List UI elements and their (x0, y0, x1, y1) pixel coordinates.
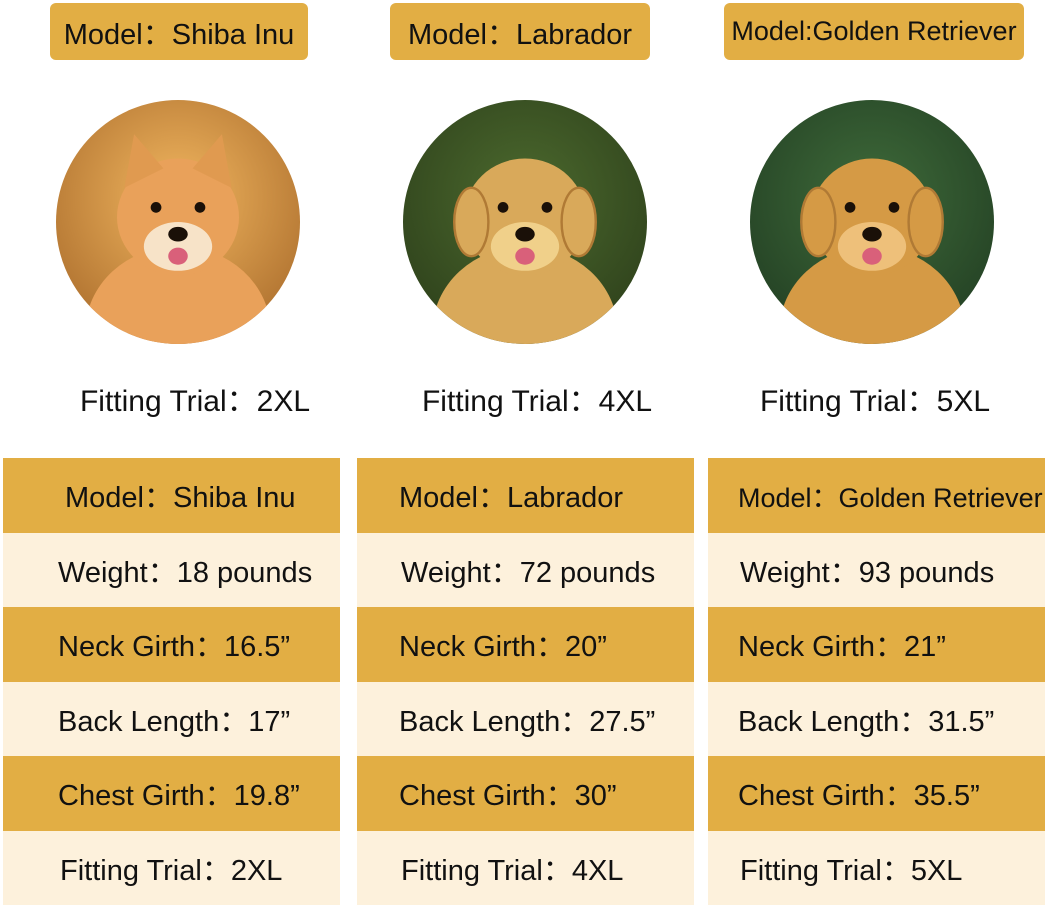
table-row: Chest Girth：19.8” (3, 756, 340, 831)
row-text: Model：Labrador (399, 482, 624, 515)
model-tag-text: Model：Labrador (407, 18, 633, 51)
row-text: Weight：93 pounds (740, 556, 995, 589)
dog-photo (403, 100, 647, 344)
row-text: Back Length：17” (58, 705, 291, 738)
table-row: Weight：72 pounds (357, 532, 694, 607)
table-row: Weight：18 pounds (3, 532, 340, 607)
table-row: Weight：93 pounds (708, 532, 1045, 607)
row-text: Chest Girth：30” (399, 780, 617, 813)
row-text: Weight：72 pounds (401, 556, 656, 589)
row-text: Neck Girth：21” (738, 631, 946, 664)
row-text: Weight：18 pounds (58, 556, 313, 589)
fitting-trial-label: Fitting Trial：2XL (79, 385, 311, 418)
table-row: Fitting Trial：2XL (3, 830, 340, 905)
table-row: Back Length：27.5” (357, 681, 694, 756)
table-row: Model：Shiba Inu (3, 458, 340, 533)
table-row: Chest Girth：35.5” (708, 756, 1045, 831)
table-row: Back Length：17” (3, 681, 340, 756)
size-table: Model：Golden Retriever Weight：93 pounds Ne… (708, 458, 1045, 905)
table-row: Neck Girth：20” (357, 607, 694, 682)
row-text: Fitting Trial：4XL (401, 854, 624, 887)
model-tag: Model：Shiba Inu (50, 3, 308, 60)
size-table: Model：Shiba Inu Weight：18 pounds Neck Girt… (3, 458, 340, 905)
model-tag-text: Model:Golden Retriever (731, 16, 1017, 46)
row-text: Fitting Trial：2XL (60, 854, 283, 887)
table-row: Fitting Trial：4XL (357, 830, 694, 905)
row-text: Model：Golden Retriever (738, 482, 1043, 513)
row-text: Back Length：31.5” (738, 705, 995, 738)
table-row: Chest Girth：30” (357, 756, 694, 831)
table-row: Back Length：31.5” (708, 681, 1045, 756)
row-text: Back Length：27.5” (399, 705, 656, 738)
dog-photo (56, 100, 300, 344)
row-text: Chest Girth：19.8” (58, 780, 300, 813)
row-text: Neck Girth：16.5” (58, 631, 291, 664)
model-tag: Model:Golden Retriever (724, 3, 1024, 60)
table-row: Neck Girth：16.5” (3, 607, 340, 682)
row-text: Model：Shiba Inu (65, 482, 296, 515)
table-row: Fitting Trial：5XL (708, 830, 1045, 905)
fitting-trial-label: Fitting Trial：5XL (759, 385, 991, 418)
dog-photo (750, 100, 994, 344)
row-text: Fitting Trial：5XL (740, 854, 963, 887)
model-tag-text: Model：Shiba Inu (63, 18, 295, 51)
model-tag: Model：Labrador (390, 3, 650, 60)
table-row: Model：Golden Retriever (708, 458, 1045, 533)
fitting-trial-label: Fitting Trial：4XL (421, 385, 653, 418)
row-text: Neck Girth：20” (399, 631, 607, 664)
table-row: Model：Labrador (357, 458, 694, 533)
table-row: Neck Girth：21” (708, 607, 1045, 682)
size-table: Model：Labrador Weight：72 pounds Neck Girth… (357, 458, 694, 905)
row-text: Chest Girth：35.5” (738, 780, 980, 813)
